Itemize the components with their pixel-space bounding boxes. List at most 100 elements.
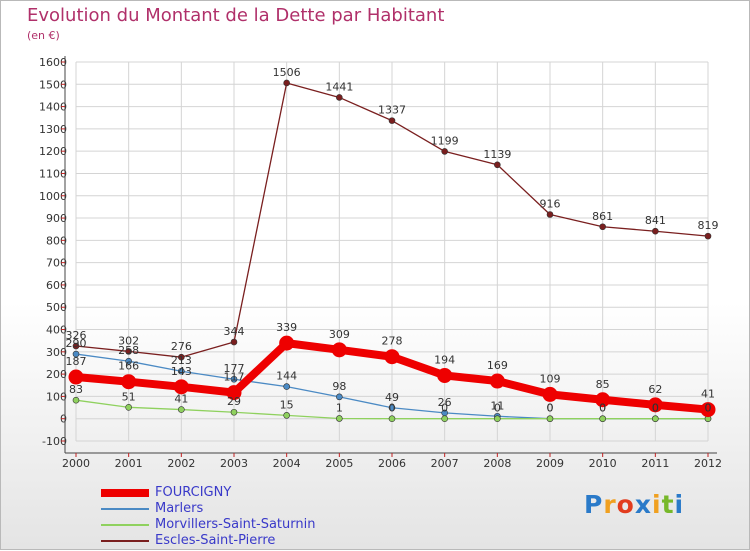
- data-point: [173, 379, 189, 395]
- legend-swatch: [101, 524, 149, 526]
- data-label: 213: [171, 354, 192, 367]
- data-label: 339: [276, 321, 297, 334]
- logo-letter: i: [674, 490, 685, 519]
- data-point: [595, 392, 611, 408]
- data-label: 916: [540, 197, 561, 210]
- data-label: 117: [224, 371, 245, 384]
- y-tick-label: 1500: [39, 78, 67, 91]
- data-label: 26: [438, 396, 452, 409]
- data-point: [384, 349, 400, 365]
- legend-swatch: [101, 540, 149, 542]
- data-label: 326: [66, 329, 87, 342]
- data-point: [494, 161, 501, 169]
- logo-letter: x: [634, 490, 652, 519]
- data-point: [652, 415, 659, 423]
- data-label: 0: [494, 402, 501, 415]
- data-label: 41: [174, 393, 188, 406]
- data-label: 143: [171, 365, 192, 378]
- data-point: [546, 415, 554, 423]
- data-label: 1199: [431, 134, 459, 147]
- legend-label: Marlers: [155, 501, 204, 516]
- data-point: [68, 369, 84, 385]
- data-point: [178, 406, 185, 413]
- x-tick-label: 2001: [115, 457, 143, 470]
- y-tick-label: 500: [46, 301, 67, 314]
- data-label: 276: [171, 340, 192, 353]
- x-tick-label: 2011: [641, 457, 669, 470]
- chart-axes: -100010020030040050060070080090010001100…: [39, 56, 722, 470]
- chart-subtitle: (en €): [27, 29, 60, 42]
- data-point: [489, 373, 505, 389]
- data-point: [230, 375, 238, 383]
- data-point: [546, 211, 554, 218]
- data-label: 98: [332, 380, 346, 393]
- x-tick-label: 2004: [273, 457, 301, 470]
- data-label: 0: [599, 402, 606, 415]
- data-label: 0: [652, 402, 659, 415]
- data-point: [388, 404, 396, 412]
- data-point: [283, 79, 290, 87]
- data-point: [599, 223, 606, 231]
- data-label: 144: [276, 370, 297, 383]
- data-point: [125, 348, 132, 355]
- data-point: [230, 408, 238, 416]
- data-label: 194: [434, 353, 455, 366]
- data-point: [178, 367, 185, 375]
- data-label: 41: [701, 388, 715, 401]
- data-label: 177: [224, 362, 245, 375]
- y-tick-label: 1300: [39, 123, 67, 136]
- y-tick-label: 900: [46, 212, 67, 225]
- data-point: [542, 386, 558, 402]
- data-point: [704, 232, 712, 240]
- data-label: 1: [336, 401, 343, 414]
- data-point: [441, 415, 448, 423]
- x-tick-label: 2003: [220, 457, 248, 470]
- data-label: 49: [385, 391, 399, 404]
- logo-letter: o: [616, 490, 635, 519]
- data-point: [230, 338, 238, 346]
- logo-letter: r: [603, 490, 617, 519]
- y-tick-label: 300: [46, 346, 67, 359]
- data-label: 344: [224, 325, 245, 338]
- y-tick-label: 1400: [39, 101, 67, 114]
- data-point: [283, 383, 290, 390]
- data-point: [599, 415, 606, 423]
- x-tick-label: 2000: [62, 457, 90, 470]
- data-label: 1506: [273, 66, 301, 79]
- data-point: [72, 396, 80, 404]
- data-label: 0: [547, 402, 554, 415]
- data-point: [652, 227, 659, 235]
- data-point: [336, 393, 343, 401]
- y-tick-label: -100: [42, 435, 67, 448]
- data-label: 290: [66, 337, 87, 350]
- data-point: [494, 415, 501, 423]
- data-point: [700, 402, 716, 418]
- data-point: [283, 412, 290, 419]
- x-tick-label: 2002: [167, 457, 195, 470]
- data-label: 861: [592, 210, 613, 223]
- legend-label: FOURCIGNY: [155, 485, 232, 500]
- data-point: [226, 385, 242, 401]
- data-label: 0: [547, 402, 554, 415]
- data-label: 187: [66, 355, 87, 368]
- legend-swatch: [101, 489, 149, 497]
- data-point: [437, 367, 453, 383]
- chart-title: Evolution du Montant de la Dette par Hab…: [27, 5, 445, 26]
- y-tick-label: 1100: [39, 167, 67, 180]
- data-label: 62: [648, 383, 662, 396]
- data-label: 258: [118, 344, 139, 357]
- data-point: [125, 404, 132, 411]
- data-label: 0: [652, 402, 659, 415]
- y-tick-label: 200: [46, 368, 67, 381]
- data-point: [336, 94, 343, 101]
- data-label: 11: [490, 399, 504, 412]
- logo-letter: t: [661, 490, 675, 519]
- logo-letter: P: [584, 490, 604, 519]
- data-label: 0: [599, 402, 606, 415]
- series-lines: [68, 79, 716, 423]
- data-label: 278: [382, 335, 403, 348]
- data-point: [441, 148, 448, 155]
